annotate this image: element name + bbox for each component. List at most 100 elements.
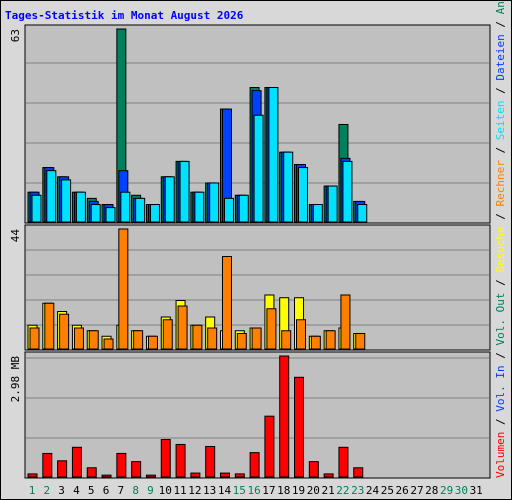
bar — [219, 472, 230, 478]
bar — [357, 204, 368, 223]
bar — [205, 445, 216, 478]
bar — [266, 308, 277, 350]
chart-title: Tages-Statistik im Monat August 2026 — [5, 9, 244, 22]
bar — [296, 319, 307, 350]
bar — [42, 452, 53, 478]
bar — [177, 305, 188, 350]
bar — [59, 313, 70, 350]
x-tick-label: 22 — [336, 484, 349, 497]
bar — [279, 355, 290, 478]
bar — [88, 330, 99, 350]
bar — [268, 87, 279, 223]
legend-entry: Volumen — [494, 432, 507, 478]
bar — [118, 228, 129, 350]
bar — [145, 474, 156, 478]
bar — [160, 439, 171, 478]
bar — [164, 176, 175, 223]
x-tick-label: 9 — [147, 484, 154, 497]
bar — [310, 335, 321, 350]
bar — [264, 415, 275, 478]
x-tick-label: 5 — [88, 484, 95, 497]
bar — [338, 446, 349, 478]
bar — [249, 452, 260, 478]
legend-entry: Vol. In — [494, 365, 507, 411]
legend-separator: / — [494, 206, 507, 226]
bar — [179, 160, 190, 223]
bar — [312, 204, 323, 223]
bar — [175, 443, 186, 478]
bar — [86, 467, 97, 478]
x-tick-label: 10 — [159, 484, 172, 497]
bar — [31, 194, 42, 223]
x-tick-label: 29 — [440, 484, 453, 497]
bar — [135, 197, 146, 223]
legend-separator: / — [494, 81, 507, 101]
bar — [116, 452, 127, 478]
legend-entry: Anfragen — [494, 0, 507, 14]
bar — [327, 185, 338, 223]
x-tick-label: 8 — [132, 484, 139, 497]
x-tick-label: 30 — [455, 484, 468, 497]
legend: Volumen / Vol. In / Vol. Out / Besuche /… — [494, 0, 507, 478]
bar — [57, 460, 68, 478]
x-tick-label: 17 — [262, 484, 275, 497]
bar — [236, 333, 247, 350]
x-tick-label: 7 — [118, 484, 125, 497]
bar — [75, 191, 86, 223]
bar — [147, 335, 158, 350]
bar — [308, 461, 319, 478]
bar — [283, 151, 294, 223]
y-tick-label: 2.98 MB — [9, 356, 22, 403]
x-tick-label: 19 — [292, 484, 305, 497]
bar — [105, 207, 116, 223]
legend-separator: / — [494, 412, 507, 432]
x-tick-label: 12 — [188, 484, 201, 497]
bar — [253, 114, 264, 223]
x-tick-label: 27 — [410, 484, 423, 497]
x-tick-label: 3 — [58, 484, 65, 497]
x-tick-label: 2 — [43, 484, 50, 497]
legend-entry: Rechner — [494, 160, 507, 207]
legend-separator: / — [494, 346, 507, 366]
legend-entry: Vol. Out — [494, 293, 507, 346]
bar — [281, 330, 292, 350]
legend-entry: Besuche — [494, 226, 507, 272]
x-tick-label: 4 — [73, 484, 80, 497]
bar — [192, 324, 203, 350]
bar — [120, 191, 131, 223]
bar — [251, 327, 262, 350]
x-tick-label: 1 — [29, 484, 36, 497]
x-tick-label: 21 — [322, 484, 335, 497]
x-tick-label: 6 — [103, 484, 110, 497]
bar — [323, 473, 334, 478]
bar — [133, 330, 144, 350]
x-tick-label: 16 — [247, 484, 260, 497]
x-tick-label: 31 — [470, 484, 483, 497]
legend-entry: Seiten — [494, 100, 507, 140]
y-tick-label: 63 — [9, 29, 22, 42]
bar — [209, 182, 220, 223]
bar — [238, 194, 249, 223]
bar — [131, 461, 142, 478]
bar — [325, 330, 336, 350]
bar — [207, 327, 218, 350]
x-tick-label: 25 — [381, 484, 394, 497]
bar — [342, 160, 353, 223]
y-tick-label: 44 — [9, 229, 22, 243]
bar — [190, 472, 201, 478]
bar — [355, 333, 366, 350]
bar — [294, 376, 305, 478]
bar — [221, 256, 232, 350]
legend-separator: / — [494, 14, 507, 34]
legend-separator: / — [494, 273, 507, 293]
legend-entry: Dateien — [494, 34, 507, 80]
x-tick-label: 26 — [396, 484, 409, 497]
bar — [223, 197, 234, 223]
x-tick-label: 14 — [218, 484, 232, 497]
bar — [46, 170, 57, 223]
bar — [162, 319, 173, 350]
bar — [353, 467, 364, 478]
bar — [90, 204, 101, 223]
x-tick-label: 23 — [351, 484, 364, 497]
x-tick-label: 28 — [425, 484, 438, 497]
